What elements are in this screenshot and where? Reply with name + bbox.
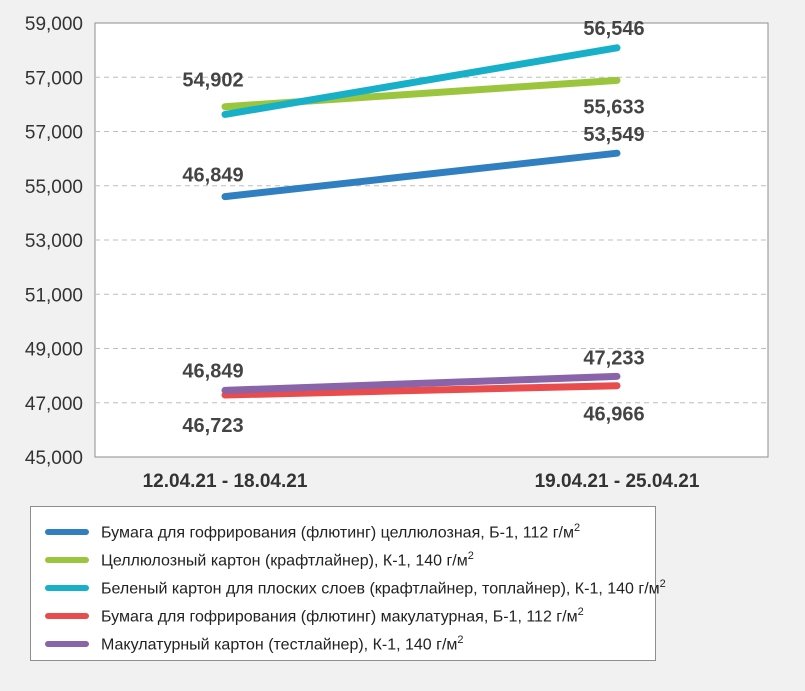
data-label: 46,723 [182, 415, 243, 437]
x-tick-label: 12.04.21 - 18.04.21 [143, 471, 308, 492]
legend-swatch-1 [45, 557, 89, 563]
y-tick-label: 57,000 [25, 123, 83, 144]
legend-item: Бумага для гофрирования (флютинг) макула… [45, 603, 584, 629]
data-label: 46,849 [182, 165, 243, 187]
y-tick-label: 59,000 [25, 14, 83, 35]
legend-item: Бумага для гофрирования (флютинг) целлюл… [45, 519, 580, 545]
legend-item: Целлюлозный картон (крафтлайнер), К-1, 1… [45, 547, 474, 573]
legend-label: Целлюлозный картон (крафтлайнер), К-1, 1… [101, 549, 474, 570]
legend-item: Макулатурный картон (тестлайнер), К-1, 1… [45, 631, 464, 657]
data-label: 55,633 [583, 96, 644, 118]
data-label: 54,902 [182, 70, 243, 92]
series-line [221, 382, 621, 399]
data-label: 46,849 [182, 360, 243, 382]
legend-swatch-0 [45, 529, 89, 535]
data-label: 47,233 [583, 347, 644, 369]
legend-label: Беленый картон для плоских слоев (крафтл… [101, 577, 666, 598]
x-tick-label: 19.04.21 - 25.04.21 [535, 471, 700, 492]
data-label: 56,546 [583, 18, 644, 40]
series-line [221, 149, 621, 201]
legend-swatch-3 [45, 613, 89, 619]
y-tick-label: 51,000 [25, 285, 83, 306]
y-tick-label: 53,000 [25, 231, 83, 252]
y-tick-label: 57,000 [25, 68, 83, 89]
data-label: 53,549 [583, 124, 644, 146]
legend: Бумага для гофрирования (флютинг) целлюл… [30, 506, 666, 661]
legend-swatch-4 [45, 641, 89, 647]
series-line [221, 44, 621, 118]
legend-swatch-2 [45, 585, 89, 591]
y-tick-label: 47,000 [25, 394, 83, 415]
legend-label: Бумага для гофрирования (флютинг) макула… [101, 605, 584, 626]
y-tick-label: 45,000 [25, 448, 83, 469]
legend-item: Беленый картон для плоских слоев (крафтл… [45, 575, 666, 601]
y-tick-label: 55,000 [25, 177, 83, 198]
data-label: 46,966 [583, 404, 644, 426]
legend-label: Макулатурный картон (тестлайнер), К-1, 1… [101, 633, 464, 654]
y-tick-label: 49,000 [25, 340, 83, 361]
legend-label: Бумага для гофрирования (флютинг) целлюл… [101, 521, 581, 542]
series-line [221, 372, 621, 394]
